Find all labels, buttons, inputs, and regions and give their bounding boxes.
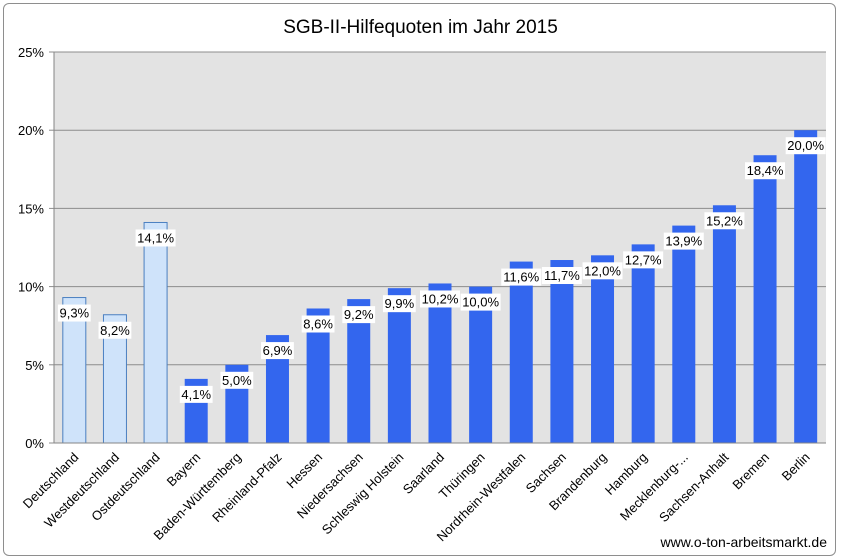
bar[interactable]: [631, 244, 655, 443]
x-category-label: Bremen: [729, 450, 772, 493]
y-tick-label: 10%: [18, 280, 44, 295]
bar[interactable]: [672, 225, 696, 443]
data-label-bg: [98, 321, 132, 339]
data-label: 6,9%: [263, 343, 293, 358]
data-label-bg: [541, 267, 582, 285]
data-label: 11,7%: [544, 268, 580, 283]
data-label: 15,2%: [706, 213, 743, 228]
data-label: 5,0%: [222, 373, 252, 388]
data-label-bg: [420, 290, 460, 308]
bar[interactable]: [794, 130, 818, 443]
y-tick-label: 15%: [18, 201, 44, 216]
data-label: 10,0%: [462, 295, 499, 310]
data-label-bg: [704, 212, 745, 230]
data-label-bg: [261, 342, 294, 360]
bar[interactable]: [753, 155, 777, 443]
bar[interactable]: [428, 283, 452, 443]
bar[interactable]: [509, 261, 533, 443]
data-label-bg: [663, 232, 704, 250]
data-label: 10,2%: [422, 291, 459, 306]
bar[interactable]: [712, 205, 736, 443]
bar[interactable]: [347, 299, 371, 443]
data-label-bg: [220, 371, 254, 389]
bar[interactable]: [265, 335, 289, 443]
data-label: 9,3%: [59, 306, 89, 321]
data-label-bg: [342, 306, 376, 324]
data-label: 20,0%: [787, 138, 824, 153]
data-label-bg: [179, 385, 213, 403]
y-tick-label: 0%: [25, 436, 44, 451]
data-label: 18,4%: [747, 163, 784, 178]
data-label-bg: [57, 304, 91, 322]
data-label-bg: [460, 293, 501, 311]
data-label: 12,0%: [584, 263, 621, 278]
x-category-label: Rheinland-Pfalz: [209, 450, 285, 526]
data-label: 4,1%: [181, 387, 211, 402]
data-label: 9,2%: [344, 307, 374, 322]
source-url: www.o-ton-arbeitsmarkt.de: [660, 534, 827, 550]
data-label: 12,7%: [625, 252, 662, 267]
data-label-bg: [785, 137, 826, 155]
y-tick-label: 20%: [18, 123, 44, 138]
data-label-bg: [382, 295, 416, 313]
data-label: 8,6%: [303, 316, 333, 331]
data-label-bg: [301, 315, 335, 333]
y-tick-label: 25%: [18, 45, 44, 60]
data-label-bg: [745, 162, 786, 180]
data-label: 11,6%: [503, 270, 539, 285]
bar[interactable]: [387, 288, 411, 443]
x-category-label: Bayern: [164, 450, 204, 490]
data-label-bg: [135, 229, 176, 247]
bar[interactable]: [550, 260, 574, 443]
bar[interactable]: [591, 255, 615, 443]
data-label-bg: [582, 262, 623, 280]
data-label-bg: [501, 268, 542, 286]
x-category-label: Sachsen-Anhalt: [656, 449, 732, 525]
data-label: 14,1%: [137, 230, 174, 245]
data-label: 9,9%: [385, 296, 415, 311]
y-tick-label: 5%: [25, 358, 44, 373]
bar[interactable]: [306, 308, 330, 443]
chart-title: SGB-II-Hilfequoten im Jahr 2015: [283, 17, 558, 38]
bar[interactable]: [469, 286, 493, 443]
data-label: 13,9%: [665, 234, 702, 249]
data-label-bg: [623, 251, 664, 269]
data-label: 8,2%: [100, 323, 130, 338]
x-category-label: Westdeutschland: [41, 450, 122, 531]
x-category-label: Berlin: [779, 450, 813, 484]
bar[interactable]: [143, 221, 168, 444]
